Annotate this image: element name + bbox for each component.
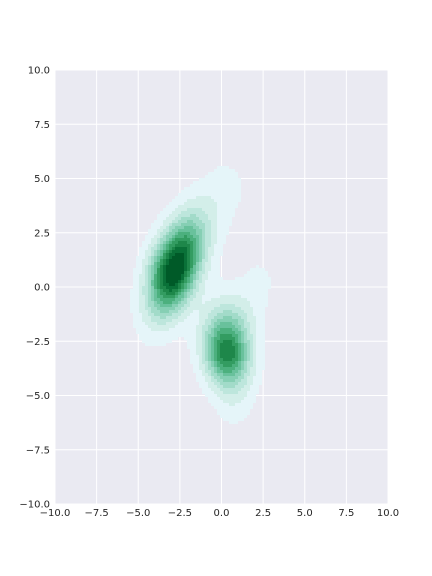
x-tick-label: −5.0 — [126, 508, 150, 519]
x-tick-label: 2.5 — [255, 508, 271, 519]
density-level-7 — [154, 232, 241, 373]
y-axis-ticks: −10.0 −7.5 −5.0 −2.5 0.0 2.5 5.0 7.5 10.0 — [19, 66, 50, 511]
x-tick-label: 7.5 — [338, 508, 354, 519]
density-level-2 — [139, 196, 256, 406]
y-tick-label: 2.5 — [34, 228, 50, 239]
x-tick-label: 5.0 — [297, 508, 313, 519]
density-level-1 — [130, 166, 271, 424]
y-tick-label: 10.0 — [28, 66, 50, 77]
density-level-6 — [151, 226, 244, 376]
x-axis-ticks: −10.0 −7.5 −5.0 −2.5 0.0 2.5 5.0 7.5 10.0 — [40, 508, 399, 519]
y-tick-label: 0.0 — [34, 283, 50, 294]
y-tick-label: −10.0 — [19, 500, 50, 511]
y-tick-label: −7.5 — [26, 445, 50, 456]
y-tick-label: 7.5 — [34, 120, 50, 131]
x-tick-label: −2.5 — [168, 508, 192, 519]
density-level-10 — [163, 247, 187, 292]
kde-density-contours — [130, 166, 271, 424]
x-tick-label: −10.0 — [40, 508, 71, 519]
density-level-9 — [160, 241, 235, 361]
density-level-11 — [166, 253, 184, 286]
x-tick-label: 10.0 — [377, 508, 399, 519]
y-tick-label: 5.0 — [34, 174, 50, 185]
y-tick-label: −5.0 — [26, 391, 50, 402]
y-tick-label: −2.5 — [26, 337, 50, 348]
x-tick-label: 0.0 — [214, 508, 230, 519]
x-tick-label: −7.5 — [84, 508, 108, 519]
